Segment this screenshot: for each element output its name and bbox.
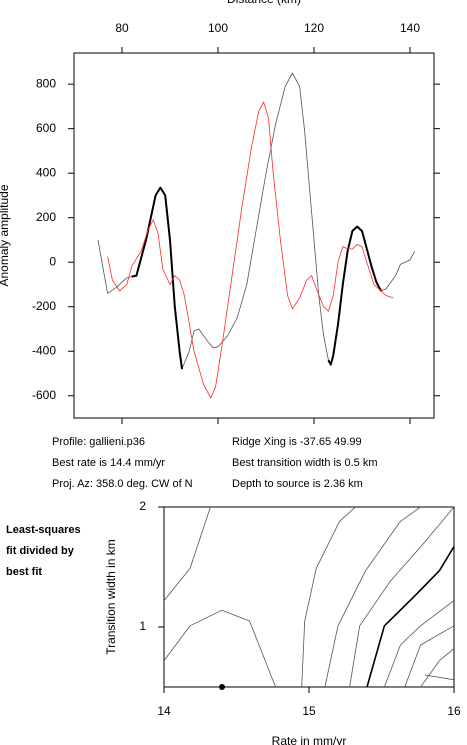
y-tick-label: -400 — [32, 343, 56, 357]
plot-frame — [163, 506, 455, 688]
side-title: Least-squares — [6, 524, 81, 536]
y-axis-title: Transition width in km — [104, 539, 118, 655]
y-tick-label: 400 — [36, 165, 56, 179]
x-tick-label: 140 — [400, 21, 420, 35]
annotation: Proj. Az: 358.0 deg. CW of N — [52, 478, 193, 490]
y-tick-label: -600 — [32, 388, 56, 402]
contour-line — [420, 648, 455, 688]
contour-line — [404, 625, 455, 688]
x-axis-title: Distance (km) — [227, 0, 301, 6]
side-title: best fit — [6, 566, 42, 578]
annotation: Ridge Xing is -37.65 49.99 — [232, 436, 362, 448]
x-axis-title: Rate in mm/yr — [272, 734, 347, 745]
x-tick-label: 80 — [115, 21, 129, 35]
y-tick-label: 600 — [36, 121, 56, 135]
y-tick-label: 200 — [36, 210, 56, 224]
plot-frame — [73, 52, 435, 419]
y-tick-label: -200 — [32, 299, 56, 313]
x-tick-label: 120 — [304, 21, 324, 35]
anomaly-line — [97, 72, 416, 370]
contour-line — [384, 600, 455, 688]
x-tick-label: 14 — [157, 704, 171, 718]
annotation: Best transition width is 0.5 km — [232, 457, 378, 469]
y-axis-title: Anomaly amplitude — [0, 184, 11, 286]
contour-line — [324, 506, 421, 688]
contour-line — [424, 674, 455, 681]
contour-line — [349, 506, 455, 688]
y-tick-label: 2 — [139, 499, 146, 513]
y-tick-label: 0 — [49, 254, 56, 268]
anomaly-line — [131, 186, 383, 370]
contour-line — [163, 609, 276, 688]
y-tick-label: 800 — [36, 76, 56, 90]
annotation: Profile: gallieni.p36 — [52, 436, 145, 448]
annotation: Best rate is 14.4 mm/yr — [52, 457, 165, 469]
best-fit-point — [219, 684, 225, 690]
y-tick-label: 1 — [139, 619, 146, 633]
anomaly-line — [107, 101, 394, 399]
contour-line — [366, 546, 455, 688]
x-tick-label: 15 — [302, 704, 316, 718]
contour-line — [163, 506, 211, 601]
annotation: Depth to source is 2.36 km — [232, 478, 363, 490]
x-tick-label: 100 — [208, 21, 228, 35]
x-tick-label: 16 — [447, 704, 461, 718]
contour-line — [301, 506, 356, 688]
side-title: fit divided by — [6, 545, 75, 557]
